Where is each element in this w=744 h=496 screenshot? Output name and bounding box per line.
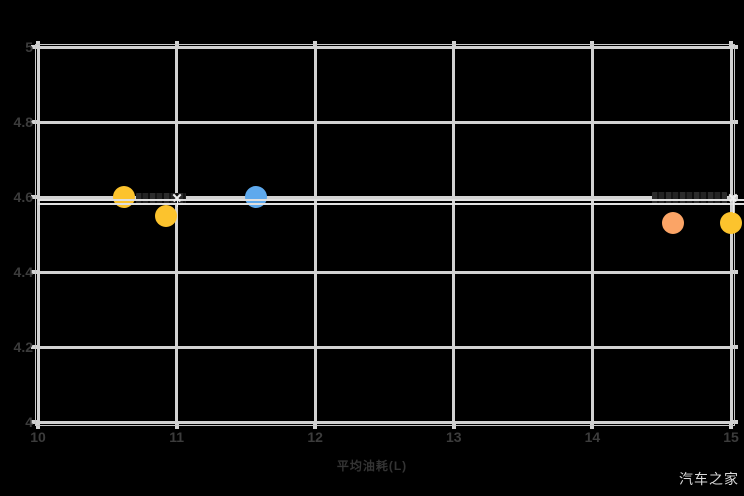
x-axis-tick-label: 13 bbox=[446, 429, 462, 445]
watermark-autohome-logo: 汽车之家 bbox=[679, 471, 739, 487]
x-axis-tick-label: 12 bbox=[307, 429, 323, 445]
x-axis-tick-label: 14 bbox=[584, 429, 601, 445]
y-axis-tick-label: 4.2 bbox=[13, 339, 33, 355]
y-tick-right bbox=[732, 270, 738, 274]
y-axis-tick-label: 4 bbox=[25, 414, 33, 430]
x-tick-bottom bbox=[590, 423, 595, 429]
data-point-1 bbox=[112, 186, 135, 208]
y-tick-right bbox=[732, 420, 738, 424]
y-tick-right bbox=[732, 195, 738, 199]
vertical-gridline bbox=[452, 47, 456, 422]
x-tick-top bbox=[729, 41, 733, 47]
x-tick-bottom bbox=[36, 423, 40, 429]
x-tick-top bbox=[36, 41, 40, 47]
y-axis-tick-label: 4.8 bbox=[13, 114, 33, 130]
plot-area-border bbox=[34, 43, 735, 426]
y-tick-left bbox=[31, 120, 37, 124]
x-tick-bottom bbox=[729, 423, 733, 429]
y-tick-left bbox=[31, 420, 37, 424]
horizontal-gridline bbox=[38, 345, 731, 349]
y-tick-left bbox=[31, 270, 37, 274]
x-tick-bottom bbox=[313, 423, 318, 429]
x-tick-top bbox=[313, 41, 318, 47]
x-axis-tick-label: 10 bbox=[30, 429, 46, 445]
y-tick-left bbox=[31, 195, 37, 199]
y-tick-right bbox=[732, 45, 738, 49]
callout-junction-stem bbox=[176, 198, 178, 207]
callout-reference-line bbox=[38, 199, 744, 201]
callout-junction-stem bbox=[732, 198, 734, 213]
data-point-3 bbox=[244, 186, 267, 208]
x-tick-top bbox=[451, 41, 456, 47]
y-tick-left bbox=[31, 45, 37, 49]
x-tick-bottom bbox=[174, 423, 179, 429]
horizontal-gridline bbox=[38, 270, 731, 274]
x-tick-top bbox=[174, 41, 179, 47]
callout-reference-line bbox=[38, 203, 744, 206]
x-axis-title: 平均油耗(L) bbox=[336, 459, 408, 473]
data-point-5 bbox=[720, 212, 742, 235]
y-tick-left bbox=[31, 345, 37, 349]
x-tick-top bbox=[590, 41, 595, 47]
y-tick-right bbox=[732, 120, 738, 124]
x-axis-tick-label: 11 bbox=[169, 429, 184, 445]
horizontal-gridline bbox=[38, 120, 731, 124]
vertical-gridline bbox=[313, 47, 317, 422]
y-axis-tick-label: 5 bbox=[25, 39, 33, 55]
x-axis-tick-label: 15 bbox=[723, 429, 739, 445]
vertical-gridline bbox=[590, 47, 594, 422]
y-tick-right bbox=[732, 345, 738, 349]
horizontal-gridline bbox=[38, 195, 731, 199]
point-label-illegible-right bbox=[652, 192, 727, 205]
vertical-gridline bbox=[175, 47, 179, 422]
y-axis-tick-label: 4.4 bbox=[13, 264, 33, 280]
data-point-2 bbox=[154, 204, 177, 227]
y-axis-tick-label: 4.6 bbox=[13, 189, 33, 205]
x-tick-bottom bbox=[451, 423, 456, 429]
data-point-4 bbox=[661, 212, 684, 235]
